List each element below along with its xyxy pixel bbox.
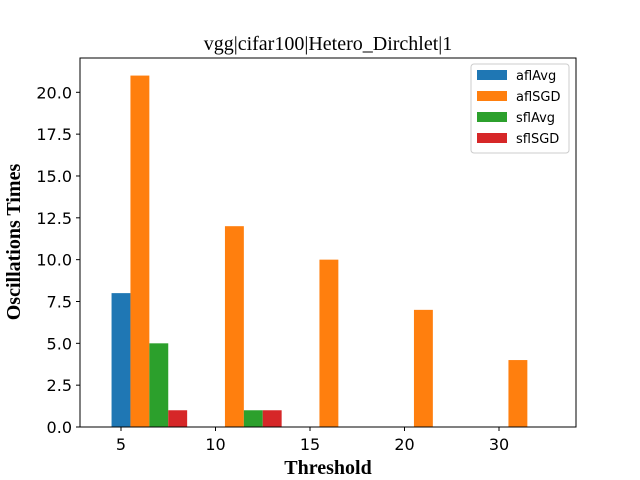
y-axis-label: Oscillations Times	[3, 164, 25, 321]
bar-sflAvg-5	[149, 343, 169, 427]
y-tick-label: 15.0	[36, 167, 72, 186]
bar-aflSGD-5	[130, 75, 150, 428]
x-tick-label: 30	[489, 435, 509, 454]
legend-label-aflAvg: aflAvg	[516, 69, 556, 84]
legend-swatch-aflSGD	[477, 91, 507, 101]
bars-group	[111, 75, 528, 428]
legend-swatch-sflAvg	[477, 112, 507, 122]
bar-sflSGD-10	[262, 410, 282, 427]
bar-aflSGD-30	[508, 360, 528, 427]
bar-aflSGD-15	[319, 259, 339, 427]
y-tick-label: 12.5	[36, 209, 72, 228]
legend-frame	[470, 63, 570, 154]
legend-label-sflSGD: sflSGD	[516, 132, 559, 147]
x-axis: 5 10 15 20 30	[116, 427, 509, 454]
x-tick-label: 15	[300, 435, 320, 454]
x-tick-label: 5	[116, 435, 126, 454]
y-tick-label: 5.0	[47, 334, 72, 353]
x-tick-label: 20	[394, 435, 414, 454]
x-tick-label: 10	[205, 435, 225, 454]
bar-aflAvg-5	[111, 293, 131, 427]
legend-swatch-sflSGD	[477, 133, 507, 143]
legend-label-aflSGD: aflSGD	[516, 90, 561, 105]
chart-title: vgg|cifar100|Hetero_Dirchlet|1	[204, 33, 453, 55]
legend-label-sflAvg: sflAvg	[516, 111, 555, 126]
legend-swatch-aflAvg	[477, 70, 507, 80]
y-tick-label: 2.5	[47, 376, 72, 395]
x-axis-label: Threshold	[284, 457, 371, 479]
legend: aflAvg aflSGD sflAvg sflSGD	[470, 63, 570, 154]
y-tick-label: 0.0	[47, 418, 72, 437]
y-tick-label: 10.0	[36, 251, 72, 270]
bar-sflSGD-5	[168, 410, 188, 427]
y-tick-label: 7.5	[47, 292, 72, 311]
plot-frame	[79, 57, 577, 428]
bar-sflAvg-10	[243, 410, 263, 427]
bar-aflSGD-20	[413, 309, 433, 427]
y-tick-label: 20.0	[36, 83, 72, 102]
bar-aflSGD-10	[224, 226, 244, 427]
y-axis: 0.0 2.5 5.0 7.5 10.0 12.5 15.0 17.5 20.0	[36, 83, 80, 437]
y-tick-label: 17.5	[36, 125, 72, 144]
